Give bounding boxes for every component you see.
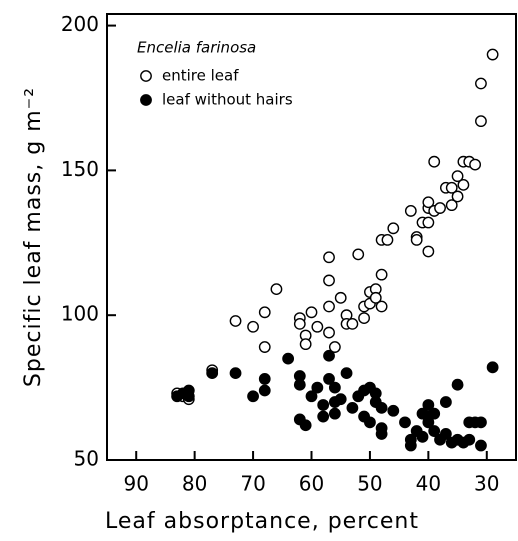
point [340,367,353,380]
point [369,291,382,304]
point [375,401,388,414]
point [451,170,464,183]
point [457,178,470,191]
legend-label: leaf without hairs [162,91,293,109]
legend-marker [140,94,152,106]
point [293,378,306,391]
point [404,439,417,452]
x-tick-label: 60 [299,472,324,496]
point [439,428,452,440]
point [317,399,330,411]
x-tick-label: 30 [474,472,499,496]
point [428,155,441,168]
point [328,407,341,420]
point [282,352,295,365]
point [328,341,341,353]
point [422,196,435,209]
x-tick-label: 40 [416,472,441,496]
point [381,233,394,246]
point [305,390,318,403]
point [445,199,458,212]
point [475,77,487,90]
y-tick-label: 150 [61,157,99,181]
x-tick-label: 70 [240,472,265,496]
point [486,361,499,374]
point [299,419,312,432]
x-axis-label: Leaf absorptance, percent [105,509,419,534]
point [305,306,318,319]
point [422,245,435,258]
point [247,390,259,403]
point [469,158,481,171]
point [317,410,330,423]
point [439,396,452,408]
point [346,317,359,330]
point [328,381,341,394]
point [206,367,219,380]
point [323,274,335,287]
point [364,416,376,429]
point [334,291,347,304]
legend-title: Encelia farinosa [137,39,256,57]
x-tick-label: 90 [123,472,148,496]
point [352,248,365,261]
y-tick-label: 200 [61,12,99,36]
point [422,399,435,411]
point [311,381,324,394]
point [428,425,441,437]
point [475,416,487,429]
point [475,115,487,128]
point [334,393,347,406]
y-tick-label: 50 [74,447,99,471]
point [445,181,458,194]
point [229,315,242,327]
y-tick-label: 100 [61,302,99,326]
point [229,367,242,380]
point [323,251,335,264]
point [258,341,271,353]
point [375,428,388,440]
point [375,300,388,313]
point [247,320,259,333]
point [399,416,411,429]
point [404,205,417,217]
point [387,404,400,417]
x-tick-label: 50 [357,472,382,496]
point [475,439,487,452]
point [358,312,370,324]
point [258,306,271,319]
point [346,401,359,414]
point [410,233,423,246]
legend-marker [140,70,152,82]
point [387,222,400,235]
point [323,300,335,313]
point [416,430,429,443]
point [434,202,446,214]
point [422,216,435,229]
point [428,407,441,420]
y-axis-label: Specific leaf mass, g m⁻² [21,87,46,387]
legend-label: entire leaf [162,67,239,85]
point [293,317,306,330]
point [258,384,271,397]
point [311,320,324,333]
x-tick-label: 80 [182,472,207,496]
point [451,190,464,203]
point [270,283,283,296]
point [422,416,435,429]
point [299,338,312,351]
point [323,349,335,362]
point [451,378,464,391]
point [323,326,335,339]
point [323,373,335,385]
point [463,433,476,446]
point [486,48,499,61]
point [375,268,388,281]
point [258,373,271,385]
point [182,390,195,403]
